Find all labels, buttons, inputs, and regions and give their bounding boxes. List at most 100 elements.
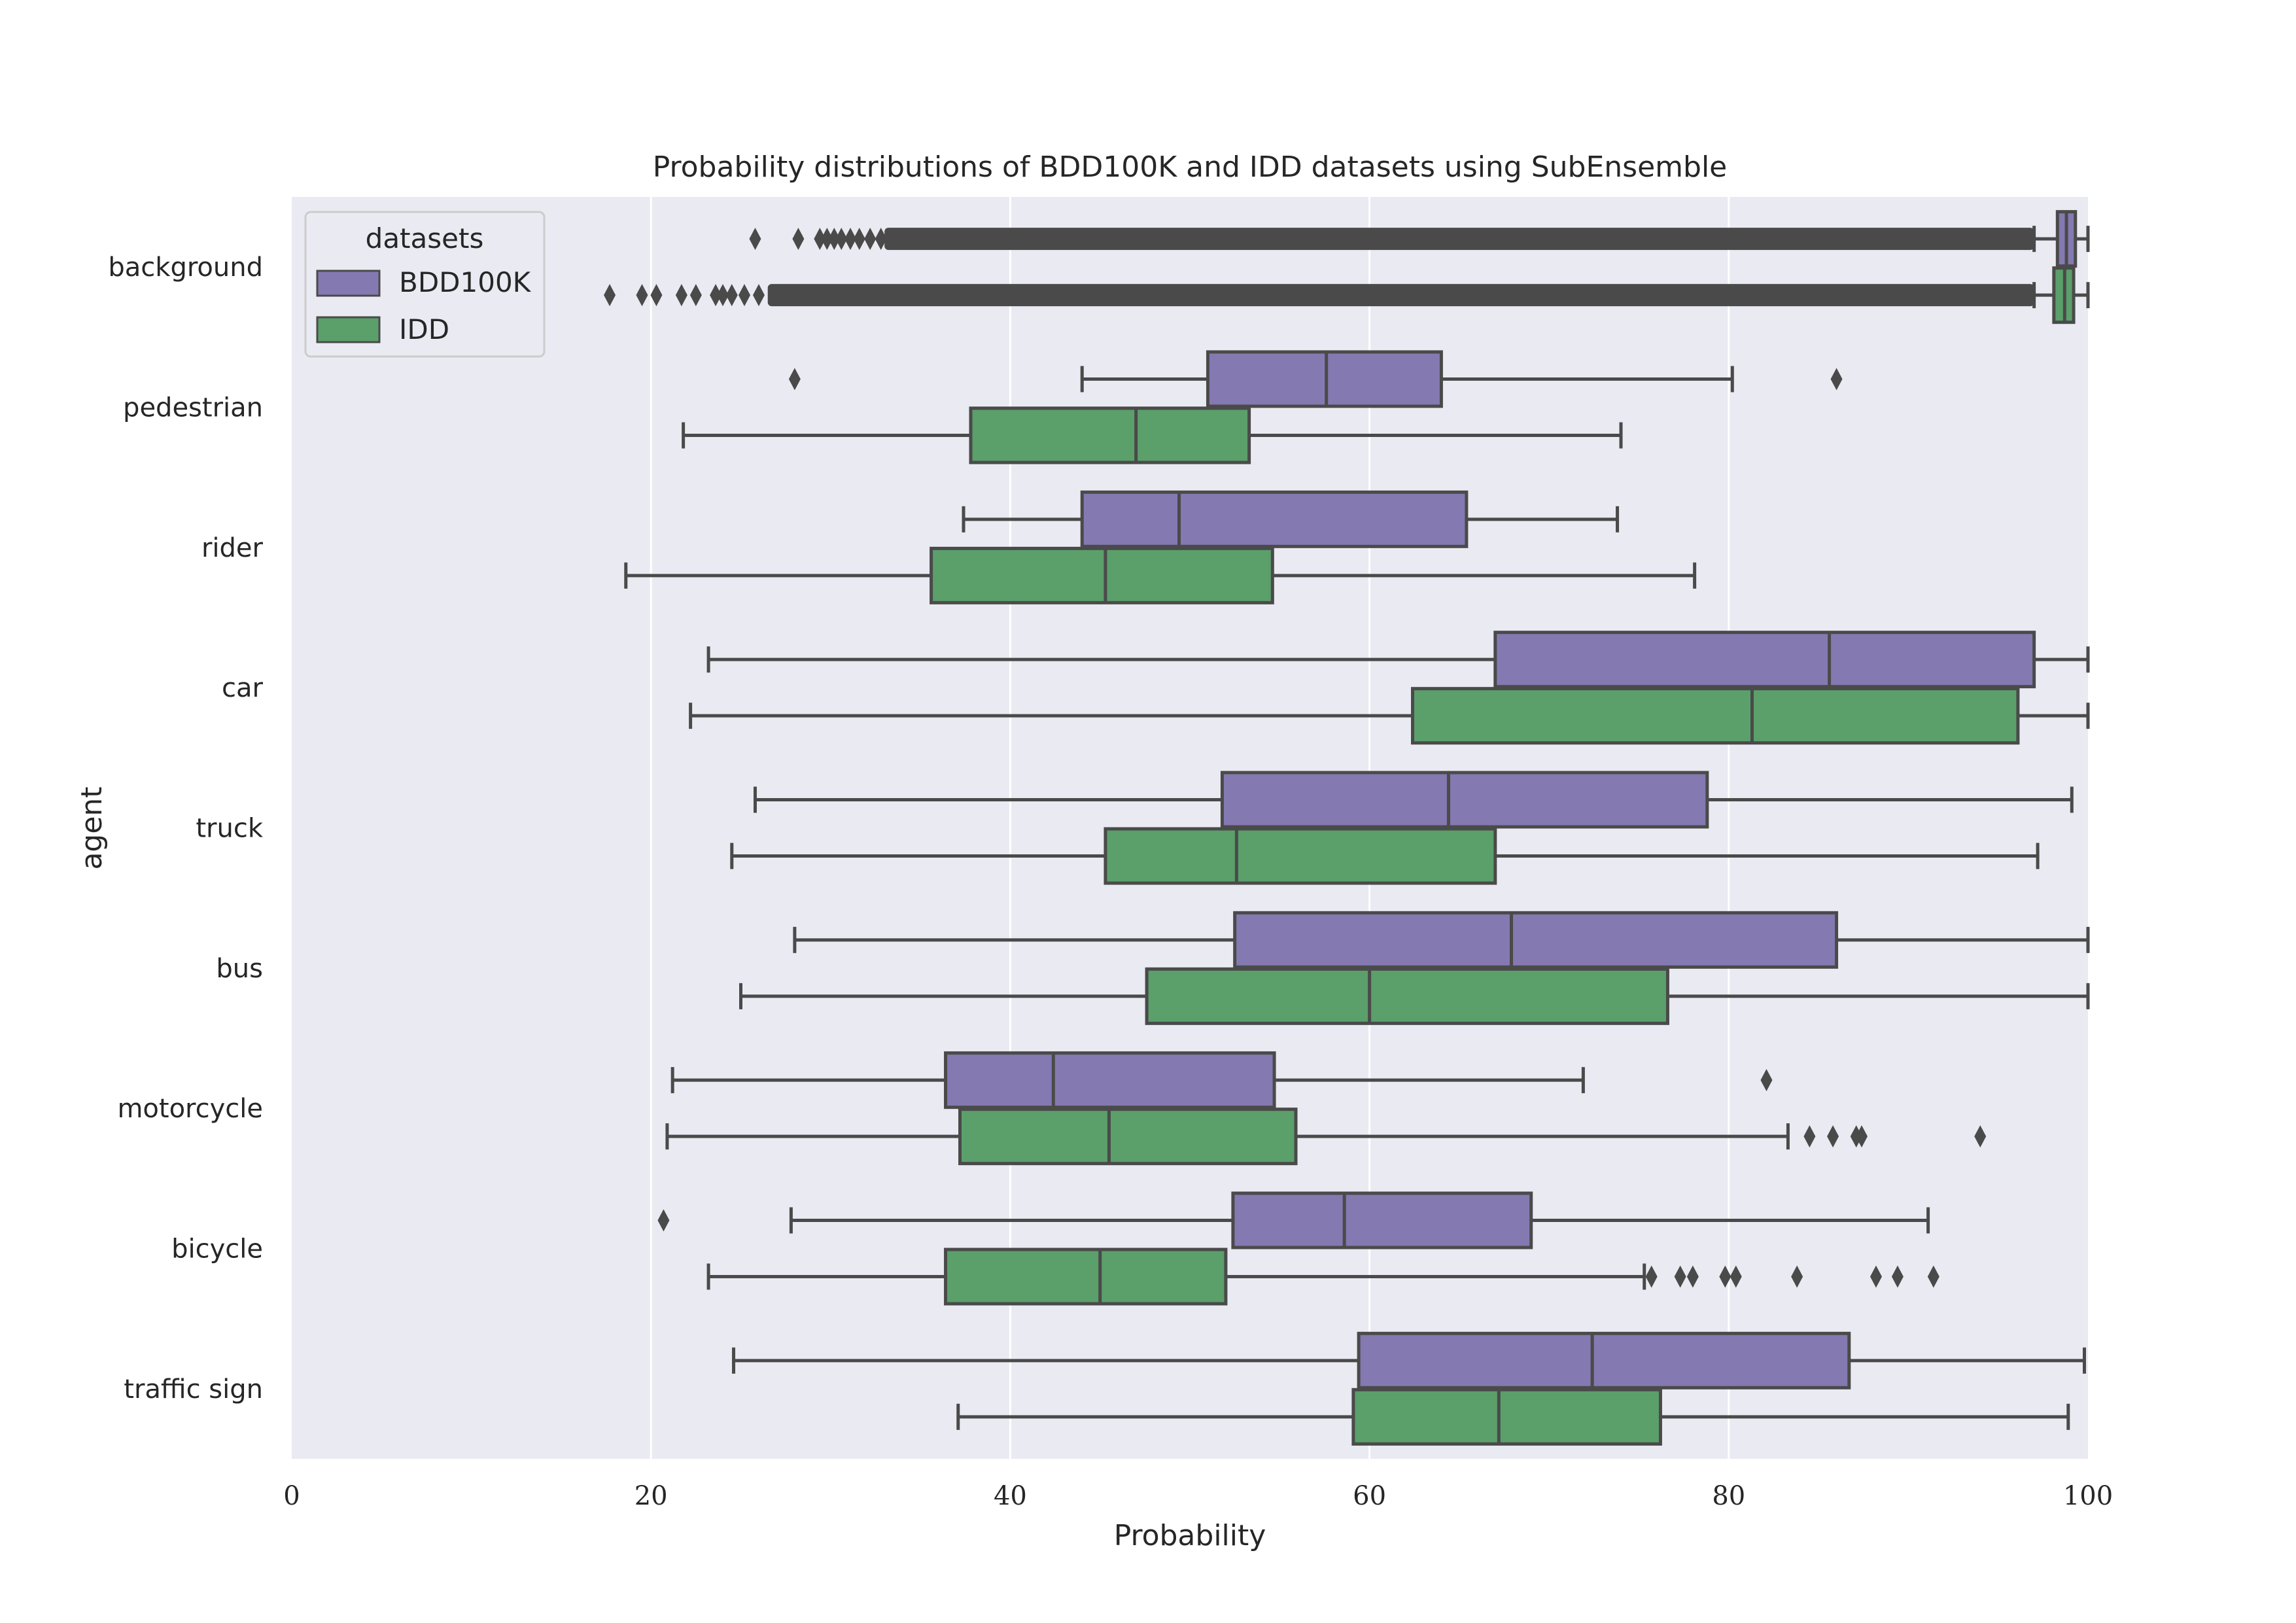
x-tick-label-80: 80 — [1712, 1481, 1745, 1511]
y-tick-label-pedestrian: pedestrian — [123, 393, 263, 423]
flier-point — [1803, 1125, 1816, 1148]
box-car-bdd100k — [706, 631, 2090, 689]
flier-point — [1730, 1265, 1742, 1288]
x-tick-label-40: 40 — [994, 1481, 1027, 1511]
x-axis-label: Probability — [1114, 1519, 1266, 1552]
box-body — [958, 1108, 1298, 1166]
flier-point — [752, 284, 765, 307]
flier-point — [864, 228, 877, 251]
y-tick-label-background: background — [108, 253, 263, 283]
y-tick-labels: background pedestrian rider car truck bus moto… — [108, 253, 263, 1405]
flier-point — [725, 284, 738, 307]
box-groups — [604, 210, 2090, 1446]
flier-point — [710, 284, 722, 307]
box-motorcycle-idd — [665, 1108, 1987, 1166]
x-tick-labels: 0 20 40 60 80 100 — [283, 1481, 2113, 1511]
y-tick-label-motorcycle: motorcycle — [117, 1094, 263, 1124]
flier-point — [792, 228, 805, 251]
flier-point — [1791, 1265, 1803, 1288]
legend-label-bdd100k: BDD100K — [399, 266, 532, 298]
flier-point — [1927, 1265, 1939, 1288]
flier-point — [1686, 1265, 1699, 1288]
box-body — [969, 406, 1251, 464]
box-rider-idd — [624, 546, 1697, 604]
flier-point — [689, 284, 702, 307]
flier-point — [657, 1209, 670, 1232]
flier-point — [875, 228, 887, 251]
box-body — [930, 546, 1274, 604]
y-tick-label-rider: rider — [201, 533, 264, 563]
box-pedestrian-idd — [682, 406, 1623, 464]
box-body — [1351, 1387, 1662, 1446]
box-motorcycle-bdd100k — [670, 1051, 1773, 1109]
box-body — [944, 1248, 1228, 1306]
flier-point — [1674, 1265, 1686, 1288]
x-tick-label-60: 60 — [1353, 1481, 1386, 1511]
flier-band — [884, 228, 2034, 251]
box-bicycle-bdd100k — [657, 1191, 1930, 1249]
box-traffic-sign-bdd100k — [732, 1331, 2087, 1389]
flier-point — [1645, 1265, 1658, 1288]
flier-point — [835, 228, 848, 251]
flier-point — [1856, 1125, 1868, 1148]
flier-point — [675, 284, 687, 307]
box-body — [1206, 350, 1443, 408]
legend: datasets BDD100K IDD — [304, 211, 546, 358]
box-car-idd — [689, 687, 2090, 745]
flier-point — [828, 228, 841, 251]
flier-point — [1760, 1069, 1773, 1092]
x-tick-label-100: 100 — [2063, 1481, 2113, 1511]
flier-point — [1827, 1125, 1839, 1148]
y-tick-label-traffic-sign: traffic sign — [124, 1374, 263, 1405]
chart-title: Probability distributions of BDD100K and… — [653, 150, 1728, 184]
y-tick-label-bicycle: bicycle — [171, 1234, 263, 1265]
box-body — [1220, 771, 1709, 829]
box-body — [1357, 1331, 1851, 1389]
legend-swatch-idd — [316, 316, 381, 343]
box-body — [1231, 1191, 1533, 1249]
y-tick-label-car: car — [222, 673, 264, 703]
box-truck-idd — [730, 827, 2040, 885]
flier-point — [604, 284, 616, 307]
legend-label-idd: IDD — [399, 313, 449, 345]
box-traffic-sign-idd — [956, 1387, 2070, 1446]
y-tick-label-truck: truck — [196, 814, 263, 844]
box-background-idd — [604, 266, 2090, 324]
flier-point — [844, 228, 857, 251]
box-body — [1104, 827, 1497, 885]
x-tick-label-0: 0 — [283, 1481, 300, 1511]
flier-point — [1974, 1125, 1987, 1148]
box-pedestrian-bdd100k — [788, 350, 1843, 408]
y-axis-label: agent — [75, 786, 109, 869]
box-background-bdd100k — [749, 210, 2090, 268]
flier-band — [767, 284, 2034, 307]
flier-point — [749, 228, 761, 251]
box-rider-bdd100k — [962, 490, 1620, 548]
legend-title: datasets — [366, 222, 484, 254]
flier-point — [650, 284, 663, 307]
box-body — [1493, 631, 2036, 689]
box-bus-idd — [739, 967, 2090, 1025]
box-truck-bdd100k — [753, 771, 2074, 829]
flier-point — [636, 284, 648, 307]
box-body — [1233, 911, 1839, 969]
flier-point — [788, 368, 801, 391]
box-bus-bdd100k — [793, 911, 2090, 969]
flier-point — [1870, 1265, 1882, 1288]
y-tick-label-bus: bus — [216, 954, 263, 984]
flier-point — [814, 228, 826, 251]
flier-point — [1891, 1265, 1904, 1288]
box-body — [1145, 967, 1669, 1025]
box-body — [944, 1051, 1276, 1109]
box-body — [1080, 490, 1469, 548]
flier-point — [1719, 1265, 1731, 1288]
box-body — [1411, 687, 2020, 745]
x-tick-label-20: 20 — [635, 1481, 668, 1511]
flier-point — [853, 228, 865, 251]
flier-point — [821, 228, 833, 251]
flier-point — [1830, 368, 1843, 391]
flier-point — [717, 284, 729, 307]
box-bicycle-idd — [706, 1248, 1939, 1306]
legend-swatch-bdd100k — [316, 270, 381, 297]
